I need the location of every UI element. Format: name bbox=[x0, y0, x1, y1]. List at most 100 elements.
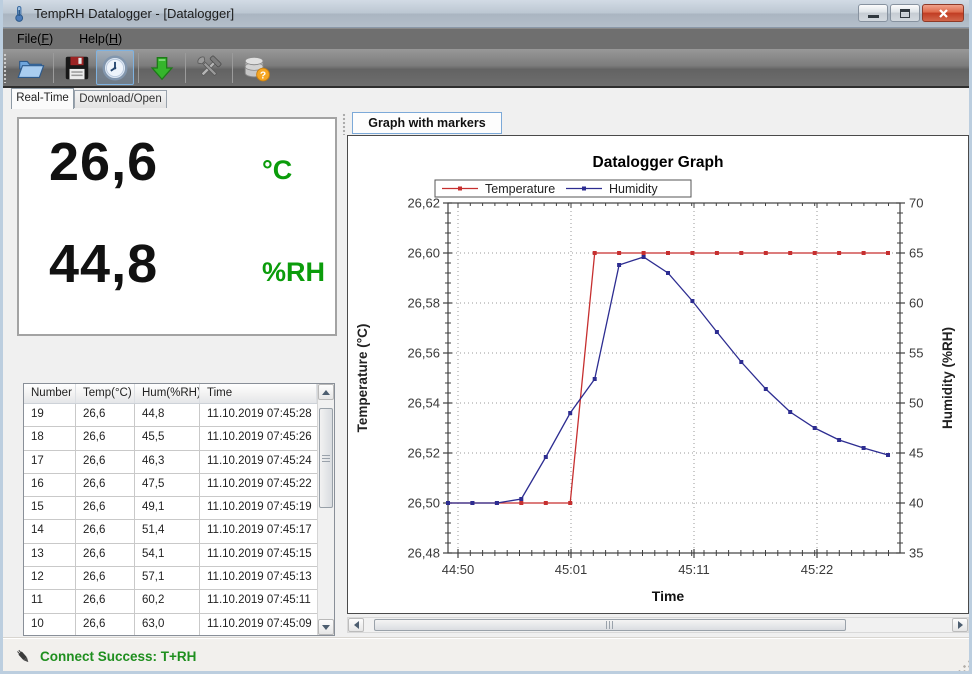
window-resize-grip[interactable] bbox=[957, 659, 969, 671]
temperature-unit: °C bbox=[262, 155, 293, 185]
close-icon bbox=[938, 8, 948, 18]
horizontal-scroll-thumb[interactable] bbox=[374, 619, 846, 631]
table-cell: 11.10.2019 07:45:26 bbox=[207, 431, 312, 444]
status-bar: Connect Success: T+RH bbox=[3, 637, 969, 671]
table-cell: 10 bbox=[24, 613, 76, 635]
table-row[interactable]: 15 26,6 49,1 11.10.2019 07:45:19 bbox=[24, 497, 317, 521]
realtime-clock-button[interactable] bbox=[96, 50, 134, 85]
chart-legend: Temperature Humidity bbox=[434, 179, 692, 198]
table-cell: 26,6 bbox=[76, 590, 135, 613]
svg-text:Time: Time bbox=[652, 588, 685, 604]
vertical-scroll-thumb[interactable] bbox=[319, 408, 333, 508]
table-cell: 26,6 bbox=[76, 473, 135, 497]
svg-text:26,50: 26,50 bbox=[407, 496, 440, 511]
svg-text:45:22: 45:22 bbox=[801, 562, 834, 577]
connector-pen-icon bbox=[17, 649, 29, 663]
table-cell: 46,3 bbox=[135, 450, 200, 473]
download-button[interactable] bbox=[143, 50, 181, 85]
window-title: TempRH Datalogger - [Datalogger] bbox=[34, 6, 235, 21]
table-row[interactable]: 17 26,6 46,3 11.10.2019 07:45:24 bbox=[24, 450, 317, 474]
table-vertical-scrollbar[interactable] bbox=[317, 384, 334, 635]
svg-text:Humidity (%RH): Humidity (%RH) bbox=[940, 327, 955, 429]
svg-text:70: 70 bbox=[909, 196, 923, 211]
table-header: Number Temp(°C) Hum(%RH) Time bbox=[24, 384, 317, 404]
table-cell: 26,6 bbox=[76, 497, 135, 520]
save-floppy-icon bbox=[65, 56, 89, 79]
table-cell: 11.10.2019 07:45:19 bbox=[207, 501, 312, 514]
toolbar-grip[interactable] bbox=[3, 52, 7, 83]
table-cell: 11.10.2019 07:45:22 bbox=[207, 477, 312, 490]
status-message: Connect Success: T+RH bbox=[40, 649, 197, 664]
table-row[interactable]: 11 26,6 60,2 11.10.2019 07:45:11 bbox=[24, 590, 317, 614]
maximize-button[interactable] bbox=[890, 4, 920, 22]
table-row[interactable]: 16 26,6 47,5 11.10.2019 07:45:22 bbox=[24, 473, 317, 498]
scroll-thumb-grip bbox=[322, 454, 330, 462]
settings-button[interactable] bbox=[190, 50, 228, 85]
table-row[interactable]: 14 26,6 51,4 11.10.2019 07:45:17 bbox=[24, 520, 317, 544]
table-row[interactable]: 10 26,6 63,0 11.10.2019 07:45:09 bbox=[24, 613, 317, 635]
scroll-right-button[interactable] bbox=[952, 618, 968, 632]
scroll-up-button[interactable] bbox=[318, 384, 334, 400]
table-cell: 26,6 bbox=[76, 450, 135, 473]
plot-border bbox=[447, 202, 901, 554]
column-header-time[interactable]: Time bbox=[200, 384, 317, 403]
svg-text:45:01: 45:01 bbox=[555, 562, 588, 577]
svg-text:?: ? bbox=[260, 70, 266, 81]
scroll-left-button[interactable] bbox=[348, 618, 364, 632]
tab-real-time[interactable]: Real-Time bbox=[11, 88, 74, 109]
menu-help[interactable]: Help(H) bbox=[79, 31, 123, 46]
table-cell: 11.10.2019 07:45:15 bbox=[207, 547, 312, 560]
svg-text:26,48: 26,48 bbox=[407, 546, 440, 561]
table-row[interactable]: 19 26,6 44,8 11.10.2019 07:45:28 bbox=[24, 404, 317, 428]
svg-text:Temperature (°C): Temperature (°C) bbox=[355, 324, 370, 433]
close-button[interactable] bbox=[922, 4, 964, 22]
column-header-hum[interactable]: Hum(%RH) bbox=[135, 384, 200, 403]
menu-bar: File(F) Help(H) bbox=[3, 28, 969, 49]
table-cell: 18 bbox=[24, 427, 76, 450]
table-cell: 49,1 bbox=[135, 497, 200, 520]
svg-text:26,56: 26,56 bbox=[407, 346, 440, 361]
table-cell: 51,4 bbox=[135, 520, 200, 543]
toolbar-separator bbox=[185, 52, 186, 83]
graph-with-markers-button[interactable]: Graph with markers bbox=[352, 112, 502, 134]
minimize-button[interactable] bbox=[858, 4, 888, 22]
column-header-temp[interactable]: Temp(°C) bbox=[76, 384, 135, 403]
temperature-series bbox=[446, 251, 890, 505]
table-cell: 60,2 bbox=[135, 590, 200, 613]
svg-text:45: 45 bbox=[909, 446, 923, 461]
table-row[interactable]: 13 26,6 54,1 11.10.2019 07:45:15 bbox=[24, 543, 317, 568]
toolbar-separator bbox=[232, 52, 233, 83]
table-cell: 12 bbox=[24, 567, 76, 590]
table-cell: 26,6 bbox=[76, 543, 135, 567]
table-cell: 26,6 bbox=[76, 404, 135, 427]
svg-text:50: 50 bbox=[909, 396, 923, 411]
table-cell: 14 bbox=[24, 520, 76, 543]
table-cell: 47,5 bbox=[135, 473, 200, 497]
svg-text:55: 55 bbox=[909, 346, 923, 361]
table-row[interactable]: 12 26,6 57,1 11.10.2019 07:45:13 bbox=[24, 567, 317, 591]
database-help-button[interactable]: ? bbox=[237, 50, 275, 85]
table-cell: 15 bbox=[24, 497, 76, 520]
table-row[interactable]: 18 26,6 45,5 11.10.2019 07:45:26 bbox=[24, 427, 317, 451]
scroll-down-icon bbox=[322, 624, 330, 630]
scroll-up-icon bbox=[322, 389, 330, 395]
svg-text:Humidity: Humidity bbox=[609, 182, 658, 196]
column-header-number[interactable]: Number bbox=[24, 384, 76, 403]
svg-text:45:11: 45:11 bbox=[678, 562, 710, 577]
tab-download-open[interactable]: Download/Open bbox=[74, 90, 167, 108]
menu-file[interactable]: File(F) bbox=[17, 31, 54, 46]
scroll-down-button[interactable] bbox=[318, 619, 334, 635]
panel-splitter-grip[interactable] bbox=[342, 113, 346, 135]
svg-text:26,62: 26,62 bbox=[407, 196, 440, 211]
temperature-value: 26,6 bbox=[49, 132, 159, 192]
settings-tools-icon bbox=[197, 55, 222, 76]
toolbar: ? bbox=[3, 49, 969, 88]
app-thermometer-icon bbox=[15, 5, 24, 22]
database-help-icon: ? bbox=[244, 56, 270, 81]
graph-horizontal-scrollbar[interactable] bbox=[347, 617, 969, 633]
open-folder-button[interactable] bbox=[11, 50, 49, 85]
live-readout-panel: 26,6 °C 44,8 %RH bbox=[17, 117, 337, 336]
title-bar[interactable]: TempRH Datalogger - [Datalogger] bbox=[3, 0, 969, 28]
save-button[interactable] bbox=[58, 50, 96, 85]
